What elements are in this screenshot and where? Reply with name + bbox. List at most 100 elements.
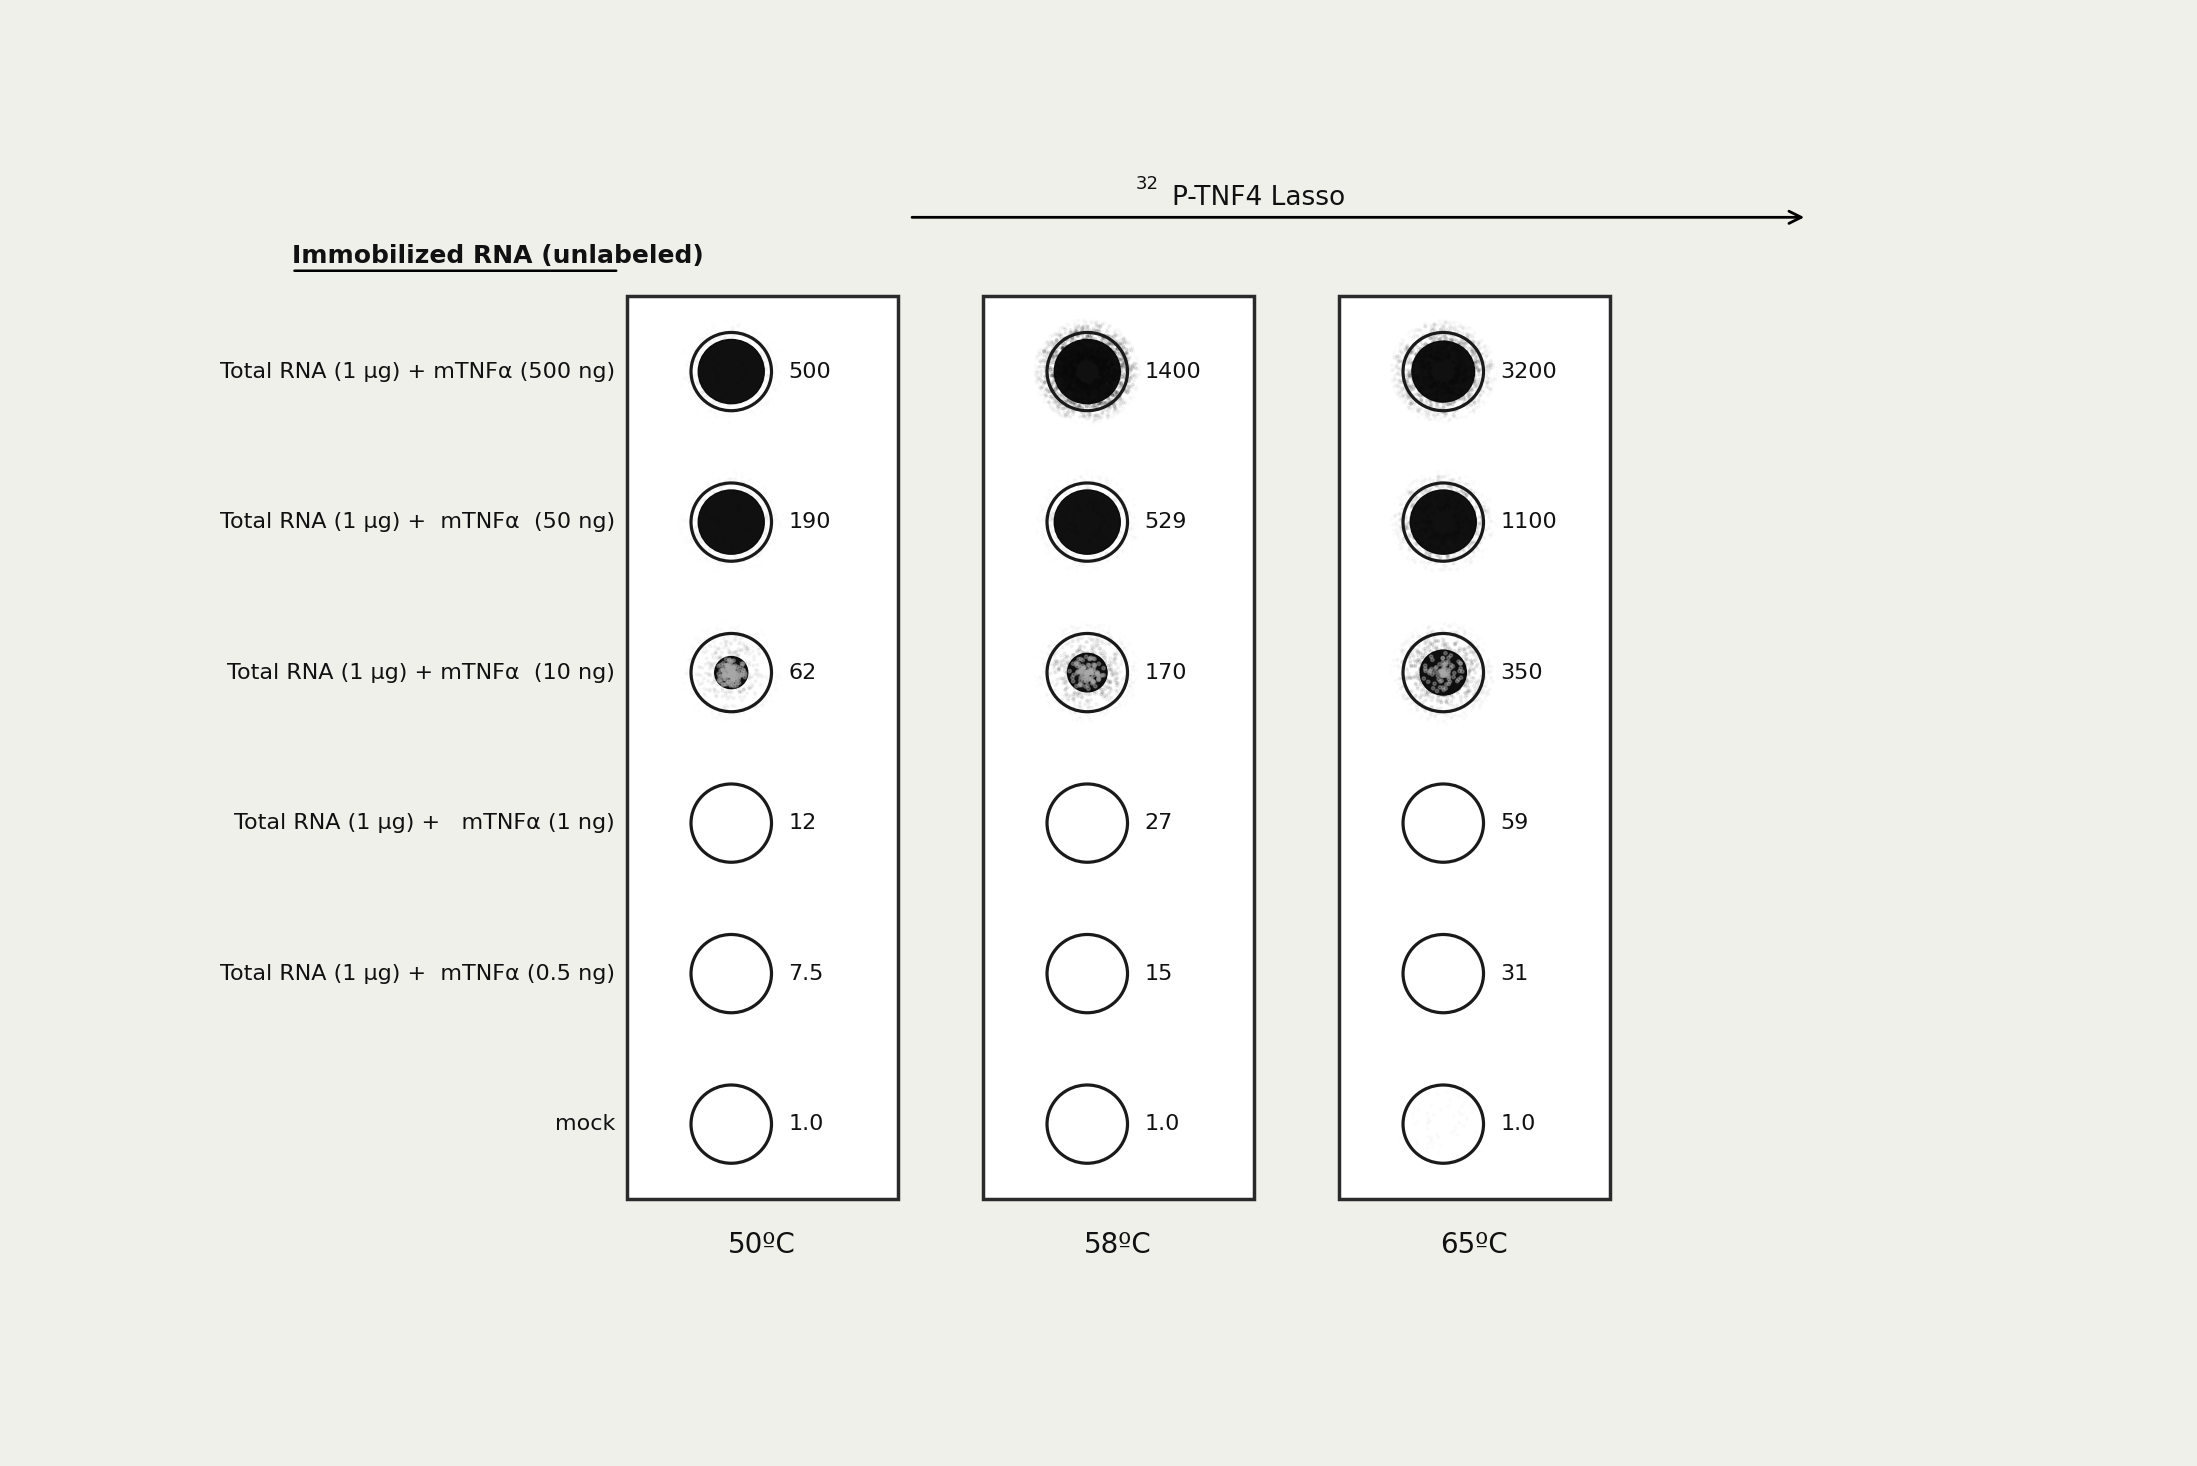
Circle shape bbox=[1118, 353, 1120, 356]
Circle shape bbox=[1118, 343, 1123, 345]
Circle shape bbox=[1461, 548, 1463, 551]
Circle shape bbox=[1439, 690, 1441, 693]
Circle shape bbox=[1074, 667, 1077, 668]
Circle shape bbox=[1072, 381, 1077, 384]
Circle shape bbox=[1463, 346, 1465, 349]
Circle shape bbox=[1461, 648, 1465, 651]
Circle shape bbox=[1107, 372, 1112, 374]
Circle shape bbox=[1118, 394, 1120, 397]
Circle shape bbox=[1439, 660, 1441, 663]
Circle shape bbox=[1468, 671, 1470, 674]
Circle shape bbox=[1079, 358, 1083, 361]
Circle shape bbox=[1072, 372, 1074, 375]
Circle shape bbox=[1077, 378, 1079, 381]
Circle shape bbox=[1118, 397, 1123, 400]
Circle shape bbox=[1079, 506, 1081, 509]
Circle shape bbox=[1457, 660, 1461, 663]
Circle shape bbox=[1103, 671, 1105, 674]
Circle shape bbox=[1085, 384, 1088, 387]
Circle shape bbox=[1426, 334, 1428, 337]
Circle shape bbox=[1459, 358, 1461, 361]
Circle shape bbox=[732, 679, 734, 682]
Circle shape bbox=[1112, 673, 1114, 676]
Circle shape bbox=[1426, 682, 1428, 685]
Circle shape bbox=[1415, 358, 1417, 361]
Circle shape bbox=[1112, 384, 1114, 387]
Circle shape bbox=[1430, 664, 1432, 667]
Circle shape bbox=[1105, 350, 1107, 353]
Circle shape bbox=[1461, 510, 1465, 512]
Circle shape bbox=[1428, 520, 1432, 522]
Circle shape bbox=[1457, 677, 1461, 682]
Circle shape bbox=[1096, 512, 1098, 515]
Circle shape bbox=[1419, 399, 1424, 400]
Circle shape bbox=[1463, 383, 1465, 386]
Circle shape bbox=[1415, 525, 1417, 528]
Circle shape bbox=[1085, 686, 1088, 688]
Circle shape bbox=[1066, 390, 1068, 391]
Circle shape bbox=[1428, 377, 1430, 380]
Circle shape bbox=[1415, 353, 1417, 356]
Circle shape bbox=[1457, 368, 1461, 369]
Circle shape bbox=[1074, 339, 1077, 342]
Circle shape bbox=[1426, 355, 1430, 358]
Circle shape bbox=[1424, 677, 1426, 680]
Circle shape bbox=[1109, 364, 1112, 366]
Circle shape bbox=[1435, 532, 1439, 534]
Circle shape bbox=[1424, 507, 1428, 509]
Circle shape bbox=[1046, 372, 1050, 375]
Circle shape bbox=[1430, 347, 1432, 350]
Circle shape bbox=[1450, 391, 1452, 393]
Circle shape bbox=[1068, 670, 1072, 673]
Circle shape bbox=[1107, 366, 1109, 369]
Circle shape bbox=[1457, 531, 1459, 534]
Circle shape bbox=[1094, 663, 1096, 667]
Circle shape bbox=[1465, 368, 1468, 371]
Circle shape bbox=[1470, 399, 1472, 402]
Circle shape bbox=[1474, 361, 1479, 362]
Circle shape bbox=[1123, 375, 1127, 378]
Circle shape bbox=[1114, 349, 1116, 352]
Circle shape bbox=[1439, 670, 1443, 674]
Circle shape bbox=[1452, 537, 1454, 539]
Circle shape bbox=[1426, 345, 1430, 347]
Circle shape bbox=[1435, 547, 1439, 550]
Circle shape bbox=[1074, 387, 1077, 390]
Circle shape bbox=[1428, 356, 1430, 359]
Circle shape bbox=[1428, 334, 1430, 337]
Circle shape bbox=[1450, 402, 1452, 405]
Circle shape bbox=[1081, 390, 1083, 393]
Circle shape bbox=[1468, 375, 1470, 378]
Circle shape bbox=[1428, 368, 1432, 371]
Circle shape bbox=[1437, 400, 1441, 403]
Circle shape bbox=[1404, 1085, 1483, 1163]
Text: Total RNA (1 μg) +  mTNFα (0.5 ng): Total RNA (1 μg) + mTNFα (0.5 ng) bbox=[220, 963, 615, 984]
Circle shape bbox=[1077, 361, 1079, 364]
Circle shape bbox=[1079, 670, 1081, 673]
Circle shape bbox=[1096, 356, 1098, 359]
Circle shape bbox=[1072, 349, 1074, 352]
Circle shape bbox=[1081, 353, 1085, 356]
Circle shape bbox=[1408, 391, 1410, 394]
Circle shape bbox=[1061, 390, 1063, 393]
Circle shape bbox=[1450, 701, 1452, 702]
Circle shape bbox=[1098, 378, 1101, 381]
Circle shape bbox=[1457, 532, 1459, 535]
Circle shape bbox=[1074, 330, 1079, 333]
Circle shape bbox=[1432, 386, 1435, 388]
Circle shape bbox=[1088, 402, 1090, 405]
Circle shape bbox=[1432, 685, 1435, 688]
Circle shape bbox=[1096, 399, 1101, 402]
Circle shape bbox=[1103, 391, 1107, 394]
Circle shape bbox=[1088, 507, 1090, 510]
Circle shape bbox=[1090, 683, 1092, 686]
Circle shape bbox=[1446, 699, 1448, 702]
Circle shape bbox=[1098, 402, 1101, 405]
Circle shape bbox=[1421, 359, 1424, 361]
Circle shape bbox=[1432, 696, 1435, 698]
Circle shape bbox=[1417, 538, 1419, 541]
Circle shape bbox=[1454, 497, 1457, 500]
Circle shape bbox=[1083, 671, 1088, 674]
Circle shape bbox=[1430, 340, 1435, 343]
Circle shape bbox=[1430, 346, 1435, 349]
